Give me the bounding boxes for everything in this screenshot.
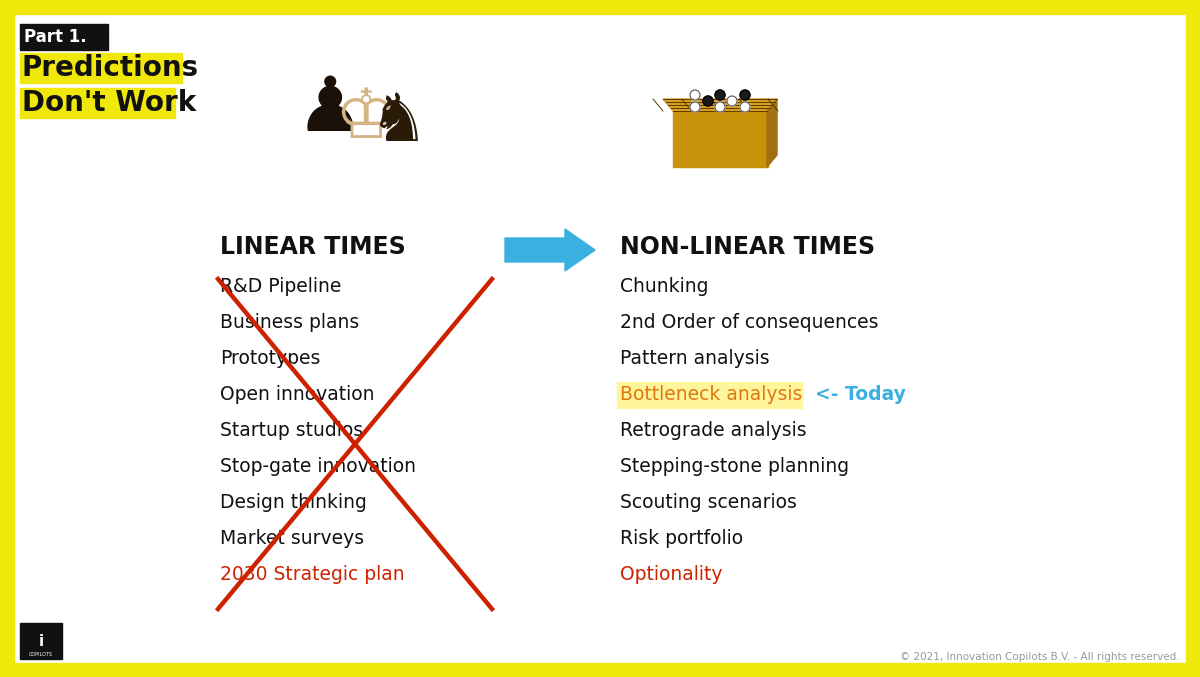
Text: Stepping-stone planning: Stepping-stone planning bbox=[620, 458, 850, 477]
Polygon shape bbox=[767, 99, 778, 167]
Text: Chunking: Chunking bbox=[620, 278, 708, 297]
Text: ♞: ♞ bbox=[368, 89, 428, 155]
Text: ♔: ♔ bbox=[334, 85, 396, 152]
Bar bbox=[1186, 0, 1200, 677]
Circle shape bbox=[740, 102, 750, 112]
Circle shape bbox=[690, 90, 700, 100]
Text: Business plans: Business plans bbox=[220, 313, 359, 332]
Bar bbox=[617, 382, 802, 408]
Bar bbox=[20, 88, 175, 118]
Text: Stop-gate innovation: Stop-gate innovation bbox=[220, 458, 416, 477]
FancyArrow shape bbox=[505, 229, 595, 271]
Text: Risk portfolio: Risk portfolio bbox=[620, 529, 743, 548]
Bar bbox=[20, 623, 62, 659]
Text: 2030 Strategic plan: 2030 Strategic plan bbox=[220, 565, 404, 584]
Polygon shape bbox=[662, 99, 778, 111]
Circle shape bbox=[703, 96, 713, 106]
Text: Scouting scenarios: Scouting scenarios bbox=[620, 494, 797, 512]
Text: <- Today: <- Today bbox=[815, 385, 906, 404]
Circle shape bbox=[740, 90, 750, 100]
Text: COPILOTS: COPILOTS bbox=[29, 653, 53, 657]
Bar bbox=[20, 53, 182, 83]
Text: Optionality: Optionality bbox=[620, 565, 722, 584]
Text: Open innovation: Open innovation bbox=[220, 385, 374, 404]
Bar bbox=[0, 663, 1200, 677]
Bar bbox=[673, 111, 768, 167]
Bar bbox=[20, 24, 108, 50]
Bar bbox=[0, 0, 1200, 14]
Text: R&D Pipeline: R&D Pipeline bbox=[220, 278, 341, 297]
Text: Don't Work: Don't Work bbox=[22, 89, 197, 117]
Text: Startup studios: Startup studios bbox=[220, 422, 364, 441]
Text: Market surveys: Market surveys bbox=[220, 529, 364, 548]
Text: NON-LINEAR TIMES: NON-LINEAR TIMES bbox=[620, 235, 875, 259]
Circle shape bbox=[715, 90, 725, 100]
Text: Prototypes: Prototypes bbox=[220, 349, 320, 368]
Circle shape bbox=[690, 102, 700, 112]
Text: i: i bbox=[38, 634, 43, 649]
Circle shape bbox=[715, 102, 725, 112]
Circle shape bbox=[727, 96, 737, 106]
Text: Pattern analysis: Pattern analysis bbox=[620, 349, 769, 368]
Text: ♟: ♟ bbox=[295, 73, 365, 147]
Text: Part 1.: Part 1. bbox=[24, 28, 86, 46]
Text: Retrograde analysis: Retrograde analysis bbox=[620, 422, 806, 441]
Text: LINEAR TIMES: LINEAR TIMES bbox=[220, 235, 406, 259]
Text: Predictions: Predictions bbox=[22, 54, 199, 82]
Bar bbox=[0, 0, 14, 677]
Text: 2nd Order of consequences: 2nd Order of consequences bbox=[620, 313, 878, 332]
Text: © 2021, Innovation Copilots B.V. - All rights reserved.: © 2021, Innovation Copilots B.V. - All r… bbox=[900, 652, 1180, 662]
Text: Design thinking: Design thinking bbox=[220, 494, 367, 512]
Text: Bottleneck analysis: Bottleneck analysis bbox=[620, 385, 803, 404]
